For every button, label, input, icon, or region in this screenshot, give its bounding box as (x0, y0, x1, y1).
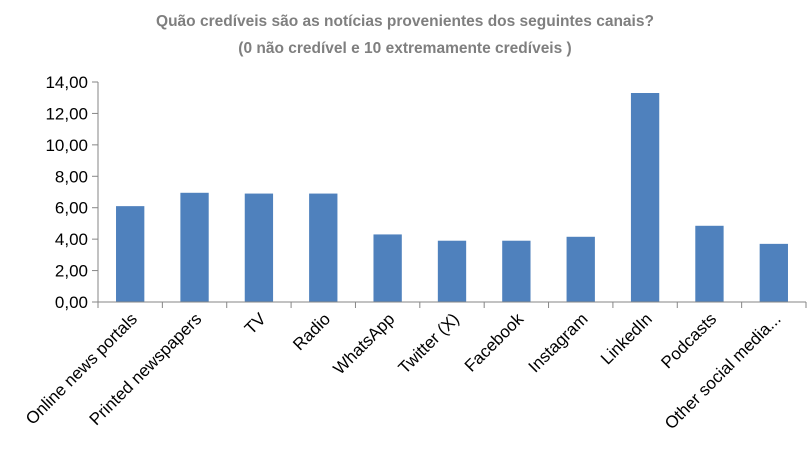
bar (759, 243, 788, 302)
x-tick-label: TV (241, 309, 270, 338)
y-tick-label: 6,00 (55, 199, 88, 218)
x-tick-label: WhatsApp (330, 309, 399, 378)
bar (180, 192, 209, 302)
y-tick-label: 10,00 (45, 136, 88, 155)
bar (695, 225, 724, 302)
x-tick-label: Printed newspapers (86, 309, 206, 429)
bar (373, 234, 402, 302)
y-tick-label: 12,00 (45, 104, 88, 123)
y-tick-label: 2,00 (55, 262, 88, 281)
y-tick-label: 14,00 (45, 73, 88, 92)
y-tick-label: 0,00 (55, 293, 88, 312)
bar (309, 193, 338, 302)
y-tick-label: 8,00 (55, 167, 88, 186)
x-tick-label: Facebook (461, 309, 528, 376)
x-tick-label: Instagram (525, 309, 592, 376)
bar (566, 236, 595, 302)
bar (244, 193, 274, 302)
chart-title-line-1: Quão credíveis são as notícias provenien… (156, 13, 654, 30)
x-tick-label: Twitter (X) (395, 309, 463, 377)
y-axis: 0,00 2,00 4,00 6,00 8,00 10,00 12,00 14,00 (45, 73, 99, 312)
x-tick-label: Radio (289, 309, 334, 354)
bar (630, 93, 660, 302)
bar (502, 240, 531, 302)
x-tick-label: Online news portals (22, 309, 141, 428)
bars (116, 93, 788, 302)
bar (437, 240, 467, 302)
bar (116, 206, 145, 302)
x-tick-label: Other social media... (661, 309, 785, 433)
x-tick-label: Podcasts (657, 309, 720, 372)
y-tick-label: 4,00 (55, 230, 88, 249)
chart-title-line-2: (0 não credível e 10 extremamente credív… (238, 40, 571, 57)
x-tick-label: LinkedIn (597, 309, 656, 368)
